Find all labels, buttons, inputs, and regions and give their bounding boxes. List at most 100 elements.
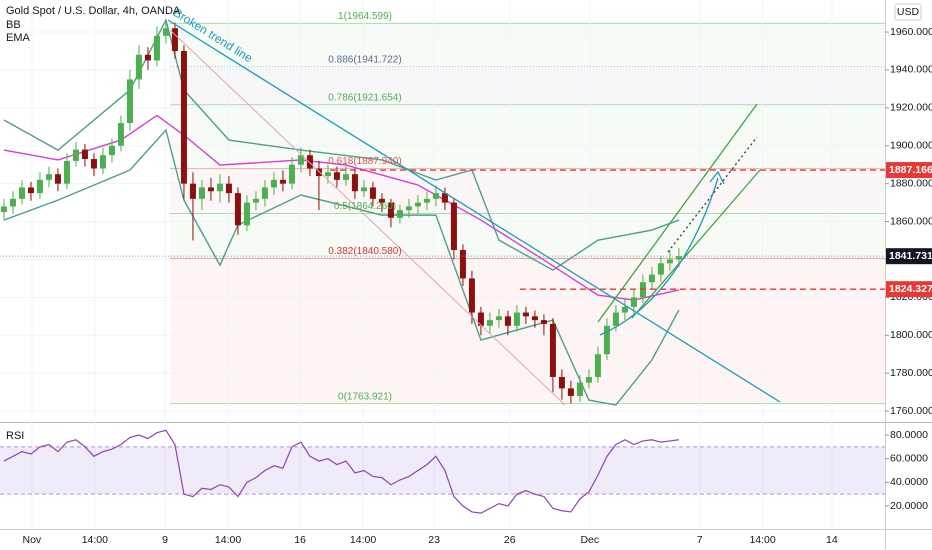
price-badge [886,162,932,179]
fib-label: 1(1964.599) [338,11,392,22]
candle-body [117,123,124,146]
fib-band [170,213,885,259]
candle-body [630,297,637,307]
candle-body [369,187,376,199]
candle-body [495,316,502,321]
x-tick-label: 14:00 [749,534,775,546]
candle-body [351,174,358,192]
candle-body [657,263,664,275]
y-tick-label: 1920.000 [890,102,932,114]
candle-body [540,320,547,324]
candle-body [0,206,7,213]
candle-body [432,193,439,199]
candle-body [576,382,583,396]
candle-body [522,312,529,317]
candle-body [324,172,331,177]
indicator-line [3,114,680,301]
price-badge-label: 1841.731 [889,250,932,262]
y-tick-label: 20.0000 [890,500,928,512]
candle-body [261,187,268,199]
projection-line [667,136,758,253]
legend-entry: RSI [6,430,24,442]
candle-body [549,323,556,377]
candle-body [648,274,655,283]
y-tick-label: 1780.000 [890,367,932,379]
y-tick-label: 1900.000 [890,140,932,152]
x-tick-label: 7 [697,534,703,546]
candle-body [126,79,133,124]
candle-body [225,183,232,194]
projection-arrow [599,177,719,336]
x-tick-label: 14:00 [82,534,108,546]
candle-body [45,174,52,180]
candle-body [279,179,286,184]
candle-body [486,320,493,326]
candle-body [441,193,448,203]
candle-body [666,259,673,264]
y-tick-label: 60.0000 [890,452,928,464]
candle-body [54,174,61,184]
candle-body [477,312,484,326]
candle-body [153,35,160,61]
candle-body [252,198,259,203]
fib-band [170,258,885,404]
x-tick-label: 9 [162,534,168,546]
legend-title: Gold Spot / U.S. Dollar, 4h, OANDA [6,5,181,17]
candle-body [504,316,511,326]
channel-upper [597,103,758,323]
trend-line [167,19,781,403]
candle-body [468,278,475,313]
y-tick-label: 40.0000 [890,476,928,488]
candle-body [603,325,610,355]
candle-body [297,155,304,165]
candle-body [306,155,313,169]
fib-band [170,104,885,169]
candle-body [63,160,70,184]
candle-body [333,172,340,180]
candle-body [288,164,295,184]
y-tick-label: 1940.000 [890,64,932,76]
candle-body [567,388,574,396]
currency-box[interactable] [894,3,922,21]
candle-body [378,198,385,203]
candle-body [216,183,223,192]
candle-body [180,50,187,184]
candle-body [207,187,214,192]
x-tick-label: 23 [428,534,440,546]
candle-body [198,187,205,199]
x-tick-label: Dec [580,534,599,546]
y-tick-label: 1960.000 [890,26,932,38]
price-badge [886,281,932,298]
candle-body [171,28,178,51]
price-badge [886,248,932,265]
candle-body [99,155,106,169]
candle-body [612,312,619,326]
candle-body [243,202,250,226]
fib-label: 0.382(1840.580) [328,246,401,257]
candle-body [108,145,115,156]
candle-body [621,306,628,313]
candle-body [36,179,43,194]
fib-label: 0(1763.921) [338,391,392,402]
fib-band [170,23,885,67]
price-badge-label: 1887.166 [889,164,932,176]
candle-body [405,206,412,211]
x-tick-label: 14:00 [215,534,241,546]
currency[interactable]: USD [897,6,920,18]
y-tick-label: 1760.000 [890,405,932,417]
legend-indicator: BB [6,19,21,31]
x-tick-label: Nov [23,534,42,546]
fib-label: 0.886(1941.722) [328,54,401,65]
candle-body [9,198,16,207]
candle-body [18,187,25,199]
y-tick-label: 1800.000 [890,329,932,341]
candle-body [558,376,565,389]
candle-body [162,28,169,36]
candle-body [72,149,79,161]
candle-body [27,187,34,194]
x-tick-label: 26 [504,534,516,546]
candle-body [315,168,322,177]
fib-label: 0.618(1887.940) [328,156,401,167]
candle-body [342,174,349,180]
